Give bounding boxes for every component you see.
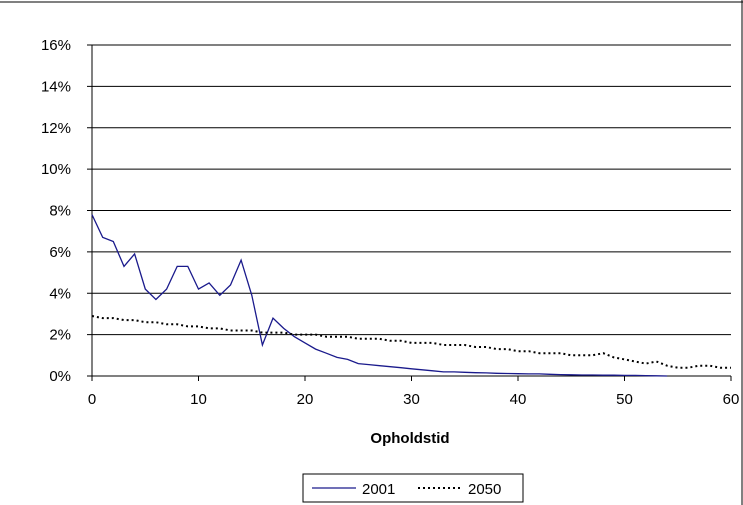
y-tick-label-1: 2% bbox=[49, 327, 71, 344]
y-tick-label-4: 8% bbox=[49, 203, 71, 220]
series-lines bbox=[91, 214, 731, 377]
x-tick-label-4: 40 bbox=[510, 391, 527, 408]
y-tick-label-3: 6% bbox=[49, 244, 71, 261]
y-tick-label-5: 10% bbox=[41, 161, 71, 178]
x-tick-label-2: 20 bbox=[297, 391, 314, 408]
x-axis-label: Opholdstid bbox=[370, 430, 449, 447]
x-axis-ticks: 0 10 20 30 40 50 60 bbox=[88, 376, 740, 408]
legend-label-2001: 2001 bbox=[362, 481, 395, 498]
x-tick-label-1: 10 bbox=[190, 391, 207, 408]
legend-label-2050: 2050 bbox=[468, 481, 501, 498]
gridlines bbox=[92, 44, 731, 336]
legend: 2001 2050 bbox=[302, 473, 524, 503]
y-tick-label-6: 12% bbox=[41, 120, 71, 137]
series-line-2001 bbox=[91, 214, 668, 377]
y-tick-label-8: 16% bbox=[41, 37, 71, 54]
x-tick-label-5: 50 bbox=[616, 391, 633, 408]
y-axis-ticks: 0% 2% 4% 6% 8% 10% 12% 14% 16% bbox=[41, 37, 92, 385]
y-tick-label-2: 4% bbox=[49, 285, 71, 302]
x-tick-label-0: 0 bbox=[88, 391, 96, 408]
x-tick-label-6: 60 bbox=[723, 391, 740, 408]
x-tick-label-3: 30 bbox=[403, 391, 420, 408]
y-tick-label-7: 14% bbox=[41, 78, 71, 95]
y-tick-label-0: 0% bbox=[49, 368, 71, 385]
